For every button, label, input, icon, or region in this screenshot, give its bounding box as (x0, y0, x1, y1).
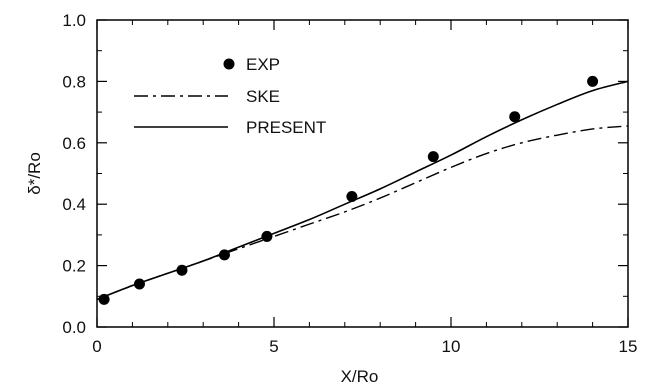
ske-series-line (96, 125, 629, 301)
legend-present-label: PRESENT (246, 118, 326, 137)
exp-data-point (427, 151, 439, 163)
exp-data-point (587, 75, 599, 87)
y-tick-label: 0.6 (62, 134, 86, 153)
series-layer (96, 75, 629, 305)
x-tick-label: 15 (619, 337, 638, 356)
y-tick-label: 0.0 (62, 318, 86, 337)
plot-area-frame (96, 19, 629, 328)
axis-tick-labels: 0 5 10 15 0.0 0.2 0.4 0.6 0.8 1.0 (62, 11, 637, 356)
x-tick-label: 5 (269, 337, 278, 356)
exp-data-point (98, 293, 110, 305)
present-series-line (96, 80, 629, 301)
y-tick-label: 0.2 (62, 257, 86, 276)
y-tick-label: 1.0 (62, 11, 86, 30)
legend-ske-label: SKE (246, 87, 280, 106)
x-axis-title: X/Ro (341, 367, 379, 386)
legend-exp-marker (223, 58, 235, 70)
x-tick-label: 0 (92, 337, 101, 356)
legend: EXP SKE PRESENT (134, 55, 326, 137)
exp-data-point (509, 111, 521, 123)
axis-ticks (96, 19, 629, 328)
y-tick-label: 0.4 (62, 195, 86, 214)
x-tick-label: 10 (442, 337, 461, 356)
legend-exp-label: EXP (246, 55, 280, 74)
y-tick-label: 0.8 (62, 72, 86, 91)
y-axis-title: δ*/Ro (25, 152, 44, 195)
